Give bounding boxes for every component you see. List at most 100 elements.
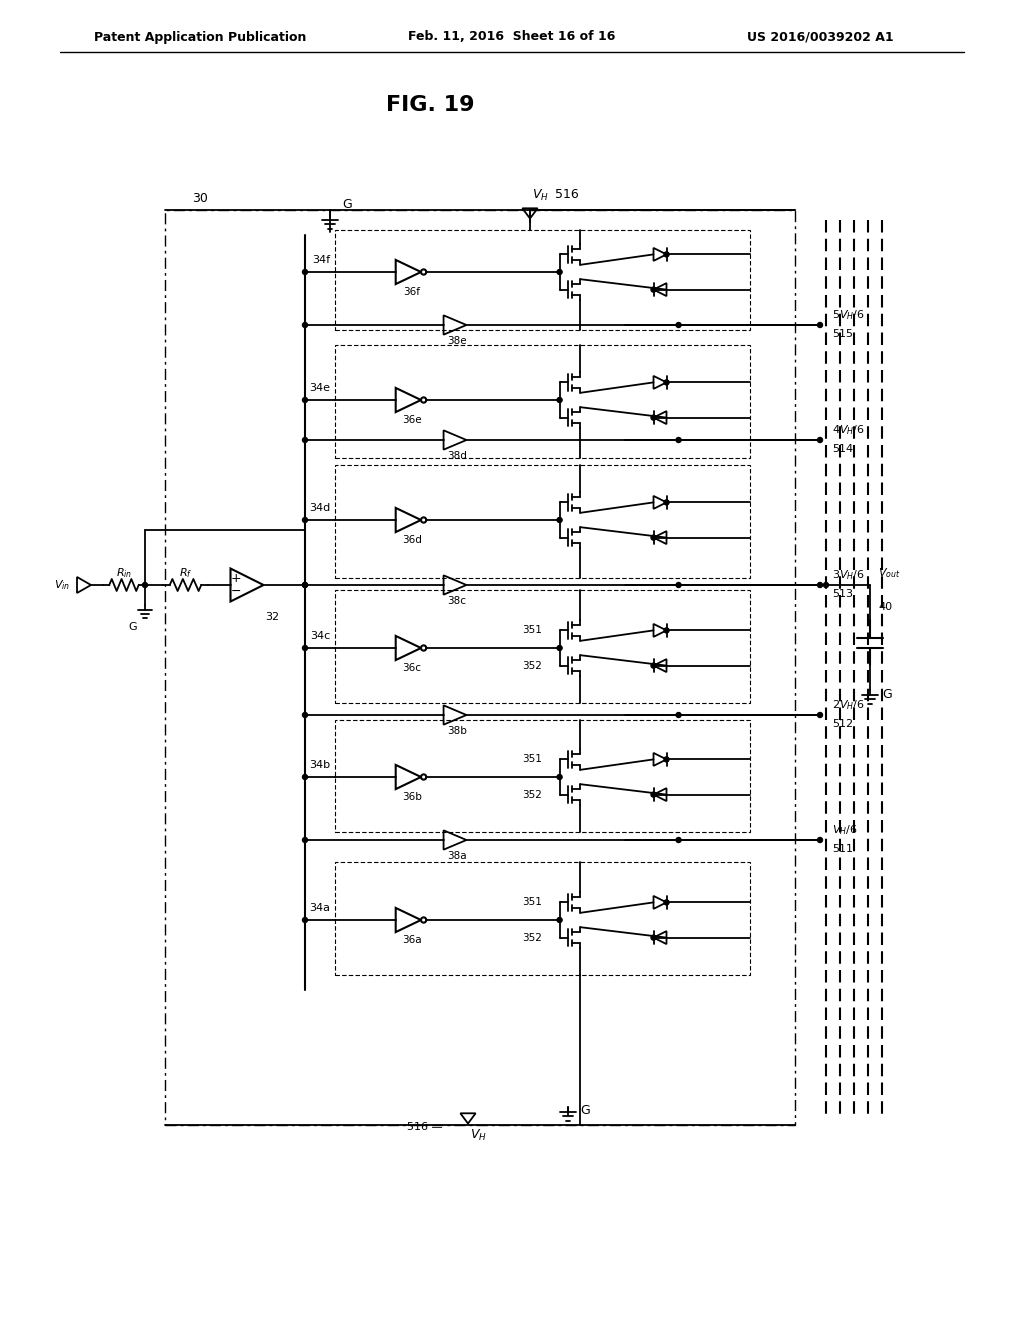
Text: 516: 516 [555,189,579,202]
Text: G: G [342,198,352,211]
Text: 36a: 36a [402,935,422,945]
Circle shape [664,756,669,762]
Text: −: − [230,585,242,598]
Text: FIG. 19: FIG. 19 [386,95,474,115]
Text: 514: 514 [831,444,853,454]
Text: $V_{in}$: $V_{in}$ [54,578,70,591]
Text: 351: 351 [522,755,543,764]
Circle shape [302,775,307,780]
Circle shape [664,380,669,385]
Text: US 2016/0039202 A1: US 2016/0039202 A1 [746,30,893,44]
Text: 515: 515 [831,329,853,339]
Circle shape [676,713,681,718]
Circle shape [817,713,822,718]
Text: 511: 511 [831,843,853,854]
Text: G: G [882,689,892,701]
Circle shape [676,837,681,842]
Circle shape [664,628,669,632]
Circle shape [557,397,562,403]
Circle shape [651,286,656,292]
Text: 352: 352 [522,660,543,671]
Bar [335,719,750,832]
Circle shape [676,582,681,587]
Bar [335,590,750,704]
Circle shape [557,269,562,275]
Circle shape [302,437,307,442]
Text: 34a: 34a [309,903,330,913]
Text: $4V_H/6$: $4V_H/6$ [831,424,865,437]
Text: 351: 351 [522,626,543,635]
Circle shape [817,582,822,587]
Circle shape [651,414,656,420]
Circle shape [651,663,656,668]
Text: $V_H$: $V_H$ [532,187,549,202]
Circle shape [664,500,669,504]
Circle shape [817,322,822,327]
Bar [165,210,795,1125]
Bar [335,230,750,330]
Text: 38e: 38e [447,337,467,346]
Text: G: G [129,622,137,632]
Text: $5V_H/6$: $5V_H/6$ [831,308,865,322]
Text: 38d: 38d [447,451,467,461]
Text: 36d: 36d [402,535,422,545]
Text: Feb. 11, 2016  Sheet 16 of 16: Feb. 11, 2016 Sheet 16 of 16 [409,30,615,44]
Text: 36f: 36f [403,286,421,297]
Circle shape [302,322,307,327]
Text: 36b: 36b [402,792,422,803]
Circle shape [557,917,562,923]
Text: 512: 512 [831,719,853,729]
Circle shape [651,935,656,940]
Text: 34c: 34c [309,631,330,642]
Text: 40: 40 [878,602,892,612]
Text: 513: 513 [831,589,853,599]
Circle shape [142,582,147,587]
Text: 352: 352 [522,933,543,942]
Circle shape [557,645,562,651]
Text: 36e: 36e [402,414,422,425]
Text: $R_f$: $R_f$ [179,566,193,579]
Circle shape [557,517,562,523]
Text: $V_H/6$: $V_H/6$ [831,824,858,837]
Text: $V_H$: $V_H$ [470,1127,486,1143]
Circle shape [651,792,656,797]
Text: 34b: 34b [309,760,330,770]
Text: 30: 30 [193,191,208,205]
Circle shape [651,535,656,540]
Text: 34f: 34f [312,255,330,265]
Circle shape [817,437,822,442]
Text: Patent Application Publication: Patent Application Publication [94,30,306,44]
Circle shape [676,322,681,327]
Text: G: G [580,1104,590,1117]
Text: 38c: 38c [447,597,467,606]
Circle shape [302,645,307,651]
Circle shape [302,917,307,923]
Text: 351: 351 [522,898,543,907]
Circle shape [817,837,822,842]
Text: $3V_H/6$: $3V_H/6$ [831,568,865,582]
Circle shape [302,582,307,587]
Text: 34d: 34d [309,503,330,513]
Circle shape [302,517,307,523]
Text: 38b: 38b [447,726,467,737]
Circle shape [823,582,828,587]
Text: $R_{in}$: $R_{in}$ [116,566,132,579]
Circle shape [302,713,307,718]
Text: 36c: 36c [402,663,422,673]
Text: 34e: 34e [309,383,330,393]
Circle shape [302,269,307,275]
Circle shape [557,775,562,780]
Circle shape [664,900,669,906]
Circle shape [302,837,307,842]
Text: +: + [230,573,242,585]
Bar [335,862,750,975]
Text: $2V_H/6$: $2V_H/6$ [831,698,865,711]
Text: 516 —: 516 — [408,1122,443,1133]
Text: $V_{out}$: $V_{out}$ [878,566,900,579]
Text: 32: 32 [265,612,280,622]
Text: 352: 352 [522,789,543,800]
Circle shape [664,252,669,257]
Text: 38a: 38a [447,851,467,861]
Bar [335,345,750,458]
Circle shape [302,397,307,403]
